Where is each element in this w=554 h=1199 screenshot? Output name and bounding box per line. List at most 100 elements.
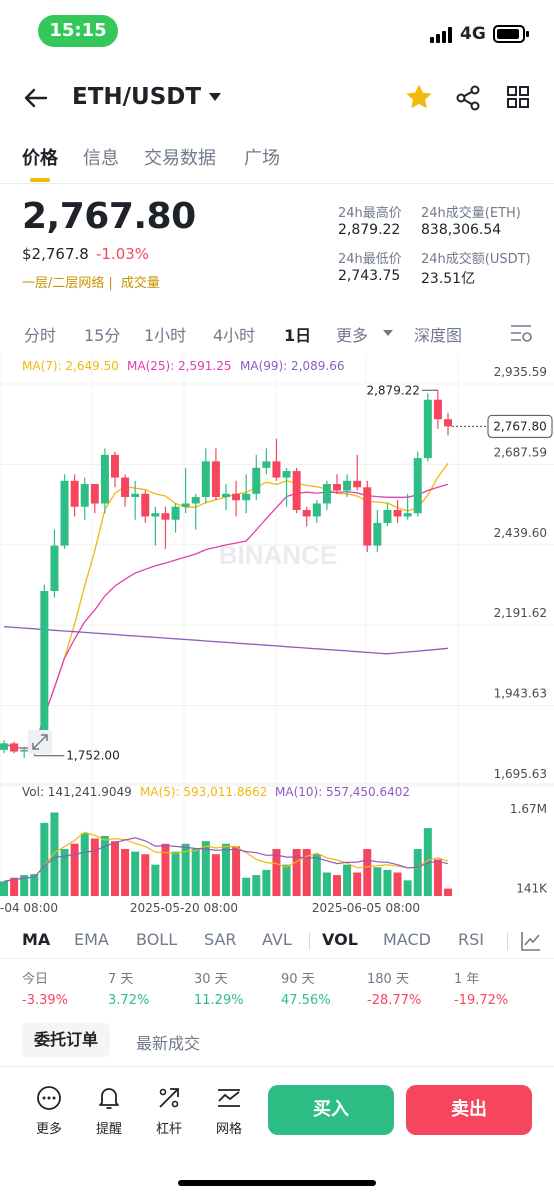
volume-bar [353, 872, 362, 896]
vol-ma10-line [3, 837, 449, 882]
alert-button[interactable]: 提醒 [87, 1084, 131, 1137]
tab-trading-data[interactable]: 交易数据 [144, 148, 216, 169]
ind-sar[interactable]: SAR [204, 930, 237, 949]
volume-bar [302, 849, 311, 896]
alert-label: 提醒 [95, 1122, 122, 1137]
y-tick-label: 1,943.63 [494, 687, 547, 701]
ind-vol[interactable]: VOL [322, 930, 358, 949]
perf-180d: 180 天 -28.77% [367, 972, 422, 1008]
expand-chart-icon[interactable] [28, 730, 52, 754]
x-label-3: 2025-06-05 08:00 [312, 901, 420, 915]
tf-1h[interactable]: 1小时 [144, 326, 187, 345]
binance-watermark: BINANCE [219, 540, 337, 570]
x-label-2: 2025-05-20 08:00 [130, 901, 238, 915]
grid-bot-button[interactable]: 网格 [207, 1084, 251, 1137]
tab-square[interactable]: 广场 [244, 148, 280, 169]
candle-body [100, 454, 109, 504]
main-tabs: 价格 信息 交易数据 广场 [0, 140, 554, 182]
ma25-line [3, 483, 449, 749]
candle-body [161, 513, 170, 520]
volume-bar [333, 875, 341, 896]
layer-network-link[interactable]: 一层/二层网络 [22, 276, 105, 291]
tf-line[interactable]: 分时 [24, 326, 57, 345]
kline-chart[interactable]: BINANCE 2,935.59 2,687.59 2,439.60 2,191.62… [0, 350, 554, 920]
last-price-tag: 2,767.80 [493, 419, 546, 433]
low-value: 2,743.75 [338, 268, 401, 284]
tf-15m[interactable]: 15分 [84, 326, 121, 345]
ind-macd[interactable]: MACD [383, 930, 431, 949]
ind-separator [507, 932, 508, 950]
volume-bar [90, 838, 99, 896]
pair-title[interactable]: ETH/USDT [72, 84, 202, 110]
network-label: 4G [460, 24, 486, 44]
candle-body [373, 522, 382, 546]
tab-recent-trades[interactable]: 最新成交 [136, 1034, 201, 1053]
chart-settings-icon[interactable] [509, 322, 533, 344]
volume-bar [383, 869, 392, 896]
candle-body [302, 509, 311, 517]
vol-usdt-value: 23.51亿 [421, 271, 476, 287]
vol-usdt-label: 24h成交额(USDT) [421, 252, 531, 267]
candle-body [292, 471, 301, 510]
candle-body [90, 484, 99, 504]
tf-depth[interactable]: 深度图 [414, 326, 463, 345]
bell-icon [99, 1088, 119, 1109]
y-tick-label: 2,191.62 [494, 606, 547, 620]
grid-menu-icon[interactable] [506, 85, 530, 109]
volume-bar [373, 867, 382, 896]
tf-more[interactable]: 更多 [336, 326, 369, 345]
tab-open-orders[interactable]: 委托订单 [22, 1023, 111, 1057]
indicator-settings-icon[interactable] [519, 929, 543, 953]
volume-bar [222, 843, 230, 896]
ind-boll[interactable]: BOLL [136, 930, 178, 949]
volume-bar [50, 812, 59, 896]
pair-dropdown-icon[interactable] [209, 93, 221, 101]
x-label-1: -04 08:00 [0, 901, 58, 915]
favorite-star-icon[interactable] [404, 82, 434, 112]
volume-bar [282, 864, 291, 896]
vol-ma10-legend: MA(10): 557,450.6402 [275, 785, 410, 799]
more-icon [37, 1086, 61, 1110]
bottom-toolbar: 更多 提醒 杠杆 网格 买入 卖出 [0, 1078, 554, 1158]
volume-bar [70, 843, 79, 896]
sell-button[interactable]: 卖出 [406, 1085, 532, 1135]
back-arrow-icon[interactable] [20, 82, 52, 114]
ind-avl[interactable]: AVL [262, 930, 292, 949]
tf-4h[interactable]: 4小时 [213, 326, 256, 345]
ind-ema[interactable]: EMA [74, 930, 109, 949]
y-tick-label: 2,687.59 [494, 445, 547, 459]
y-tick-label: 2,935.59 [494, 365, 547, 379]
candle-body [252, 467, 261, 494]
candle-body [433, 399, 442, 420]
perf-today: 今日 -3.39% [22, 972, 68, 1008]
volume-link[interactable]: 成交量 [120, 276, 160, 291]
ind-separator [309, 932, 310, 950]
low-annotation: 1,752.00 [66, 749, 119, 763]
vol-ma5-legend: MA(5): 593,011.8662 [140, 785, 267, 799]
candle-body [353, 480, 362, 488]
leverage-button[interactable]: 杠杆 [147, 1084, 191, 1137]
high-label: 24h最高价 [338, 206, 402, 221]
volume-bar [40, 822, 49, 896]
tab-info[interactable]: 信息 [83, 148, 119, 169]
volume-bar [10, 877, 19, 896]
share-icon[interactable] [454, 84, 482, 112]
leverage-label: 杠杆 [155, 1122, 182, 1137]
buy-button[interactable]: 买入 [268, 1085, 394, 1135]
candle-body [171, 506, 180, 520]
candle-body [40, 591, 49, 744]
ind-rsi[interactable]: RSI [458, 930, 484, 949]
candle-body [343, 480, 352, 491]
timeframe-bar: 分时 15分 1小时 4小时 1日 更多 深度图 [0, 318, 554, 348]
volume-bar [0, 881, 8, 896]
high-value: 2,879.22 [338, 222, 401, 238]
candle-body [181, 503, 190, 507]
ind-ma[interactable]: MA [22, 930, 51, 949]
volume-bar [393, 872, 402, 896]
candle-body [131, 493, 140, 498]
candle-body [111, 454, 119, 478]
tf-1d[interactable]: 1日 [284, 326, 312, 345]
more-button[interactable]: 更多 [27, 1084, 71, 1137]
perf-90d: 90 天 47.56% [281, 972, 331, 1008]
tab-price[interactable]: 价格 [22, 148, 58, 169]
